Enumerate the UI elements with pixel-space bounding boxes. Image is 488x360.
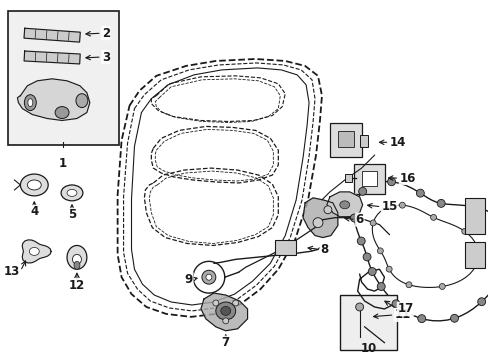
Ellipse shape [28,99,33,107]
Ellipse shape [20,174,48,196]
Text: 4: 4 [30,205,39,218]
Circle shape [223,318,228,324]
Circle shape [405,282,411,288]
Bar [359,135,367,147]
Circle shape [367,267,375,275]
Text: 14: 14 [388,136,405,149]
Ellipse shape [74,261,80,269]
Polygon shape [24,28,80,42]
Polygon shape [22,240,51,263]
Circle shape [377,283,385,291]
Circle shape [399,202,405,208]
FancyBboxPatch shape [464,198,484,234]
Circle shape [232,300,238,306]
Circle shape [438,283,445,289]
Circle shape [202,270,215,284]
Text: 16: 16 [399,171,415,185]
Text: 5: 5 [68,208,76,221]
Circle shape [415,189,424,197]
Ellipse shape [29,247,39,255]
Circle shape [391,300,399,308]
Ellipse shape [67,246,87,269]
Circle shape [477,298,485,306]
Circle shape [312,218,322,228]
Circle shape [212,300,218,306]
Text: 1: 1 [59,157,67,170]
Ellipse shape [55,107,69,118]
Text: 13: 13 [4,265,20,278]
Circle shape [369,220,375,226]
Bar [7,12,119,145]
Circle shape [377,248,383,254]
Circle shape [472,263,478,269]
FancyBboxPatch shape [353,164,385,194]
Circle shape [323,206,331,214]
FancyBboxPatch shape [361,171,376,186]
Text: 7: 7 [221,336,229,349]
Circle shape [387,178,395,186]
Text: 3: 3 [102,50,110,63]
Circle shape [205,274,211,280]
Text: 6: 6 [355,213,363,226]
Circle shape [461,228,467,234]
Polygon shape [201,293,247,331]
Ellipse shape [72,255,81,264]
Text: 17: 17 [397,302,413,315]
Polygon shape [18,79,90,121]
Polygon shape [24,51,80,64]
Circle shape [358,188,366,195]
Circle shape [363,253,370,261]
Circle shape [350,214,358,222]
Ellipse shape [215,302,235,320]
FancyBboxPatch shape [274,240,295,255]
Bar [344,174,351,182]
FancyBboxPatch shape [329,123,361,157]
Ellipse shape [220,306,230,315]
Text: 10: 10 [360,342,376,355]
Ellipse shape [339,201,349,209]
Text: 9: 9 [184,273,193,286]
Circle shape [355,303,363,311]
Circle shape [386,266,391,272]
Text: 2: 2 [102,27,110,40]
FancyBboxPatch shape [464,243,484,268]
Circle shape [449,314,458,322]
Text: 8: 8 [319,243,327,256]
Ellipse shape [76,94,88,108]
Polygon shape [303,198,337,238]
Ellipse shape [61,185,83,201]
Circle shape [430,215,436,220]
Circle shape [436,199,444,207]
Ellipse shape [67,189,77,196]
Circle shape [357,237,365,245]
Text: 15: 15 [381,200,397,213]
Ellipse shape [27,180,41,190]
Polygon shape [326,192,362,217]
Ellipse shape [24,95,36,111]
Bar [339,295,397,350]
Text: 12: 12 [69,279,85,292]
FancyBboxPatch shape [337,131,353,147]
Text: 11: 11 [393,309,410,321]
Circle shape [417,315,425,323]
Circle shape [465,202,473,210]
